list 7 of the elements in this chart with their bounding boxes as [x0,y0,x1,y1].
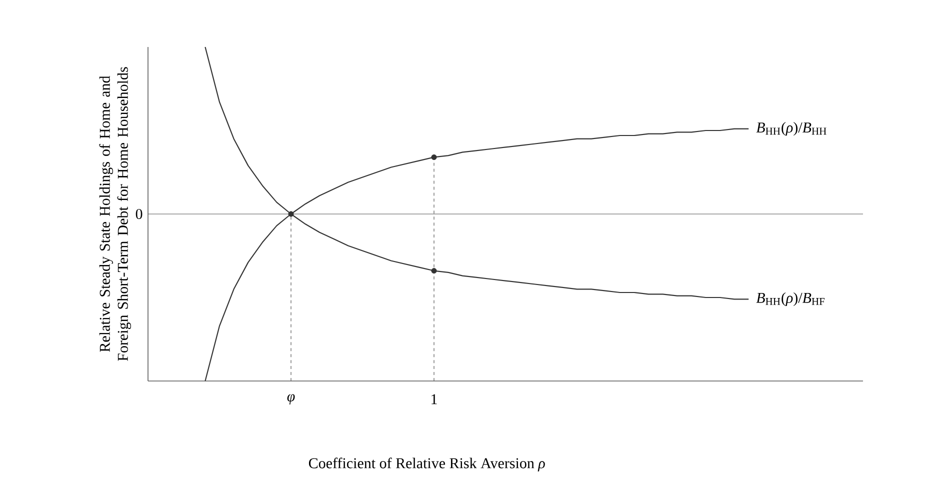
ref-line-label: 0 [136,208,142,220]
series-label: B$_{HH}$(ρ)/B$_{HF}$ [756,292,825,306]
y-axis-title: Relative Steady State Holdings of Home and Foreign Short-Term Debt for Home Households [99,67,132,361]
x-tick-label: 1 [432,394,437,404]
x-axis-title: Coefficient of Relative Risk Aversion ρ [308,458,545,472]
x-tick-label: φ [287,394,295,404]
series-label: B$_{HH}$(ρ)/B$_{HH}$ [756,122,826,136]
